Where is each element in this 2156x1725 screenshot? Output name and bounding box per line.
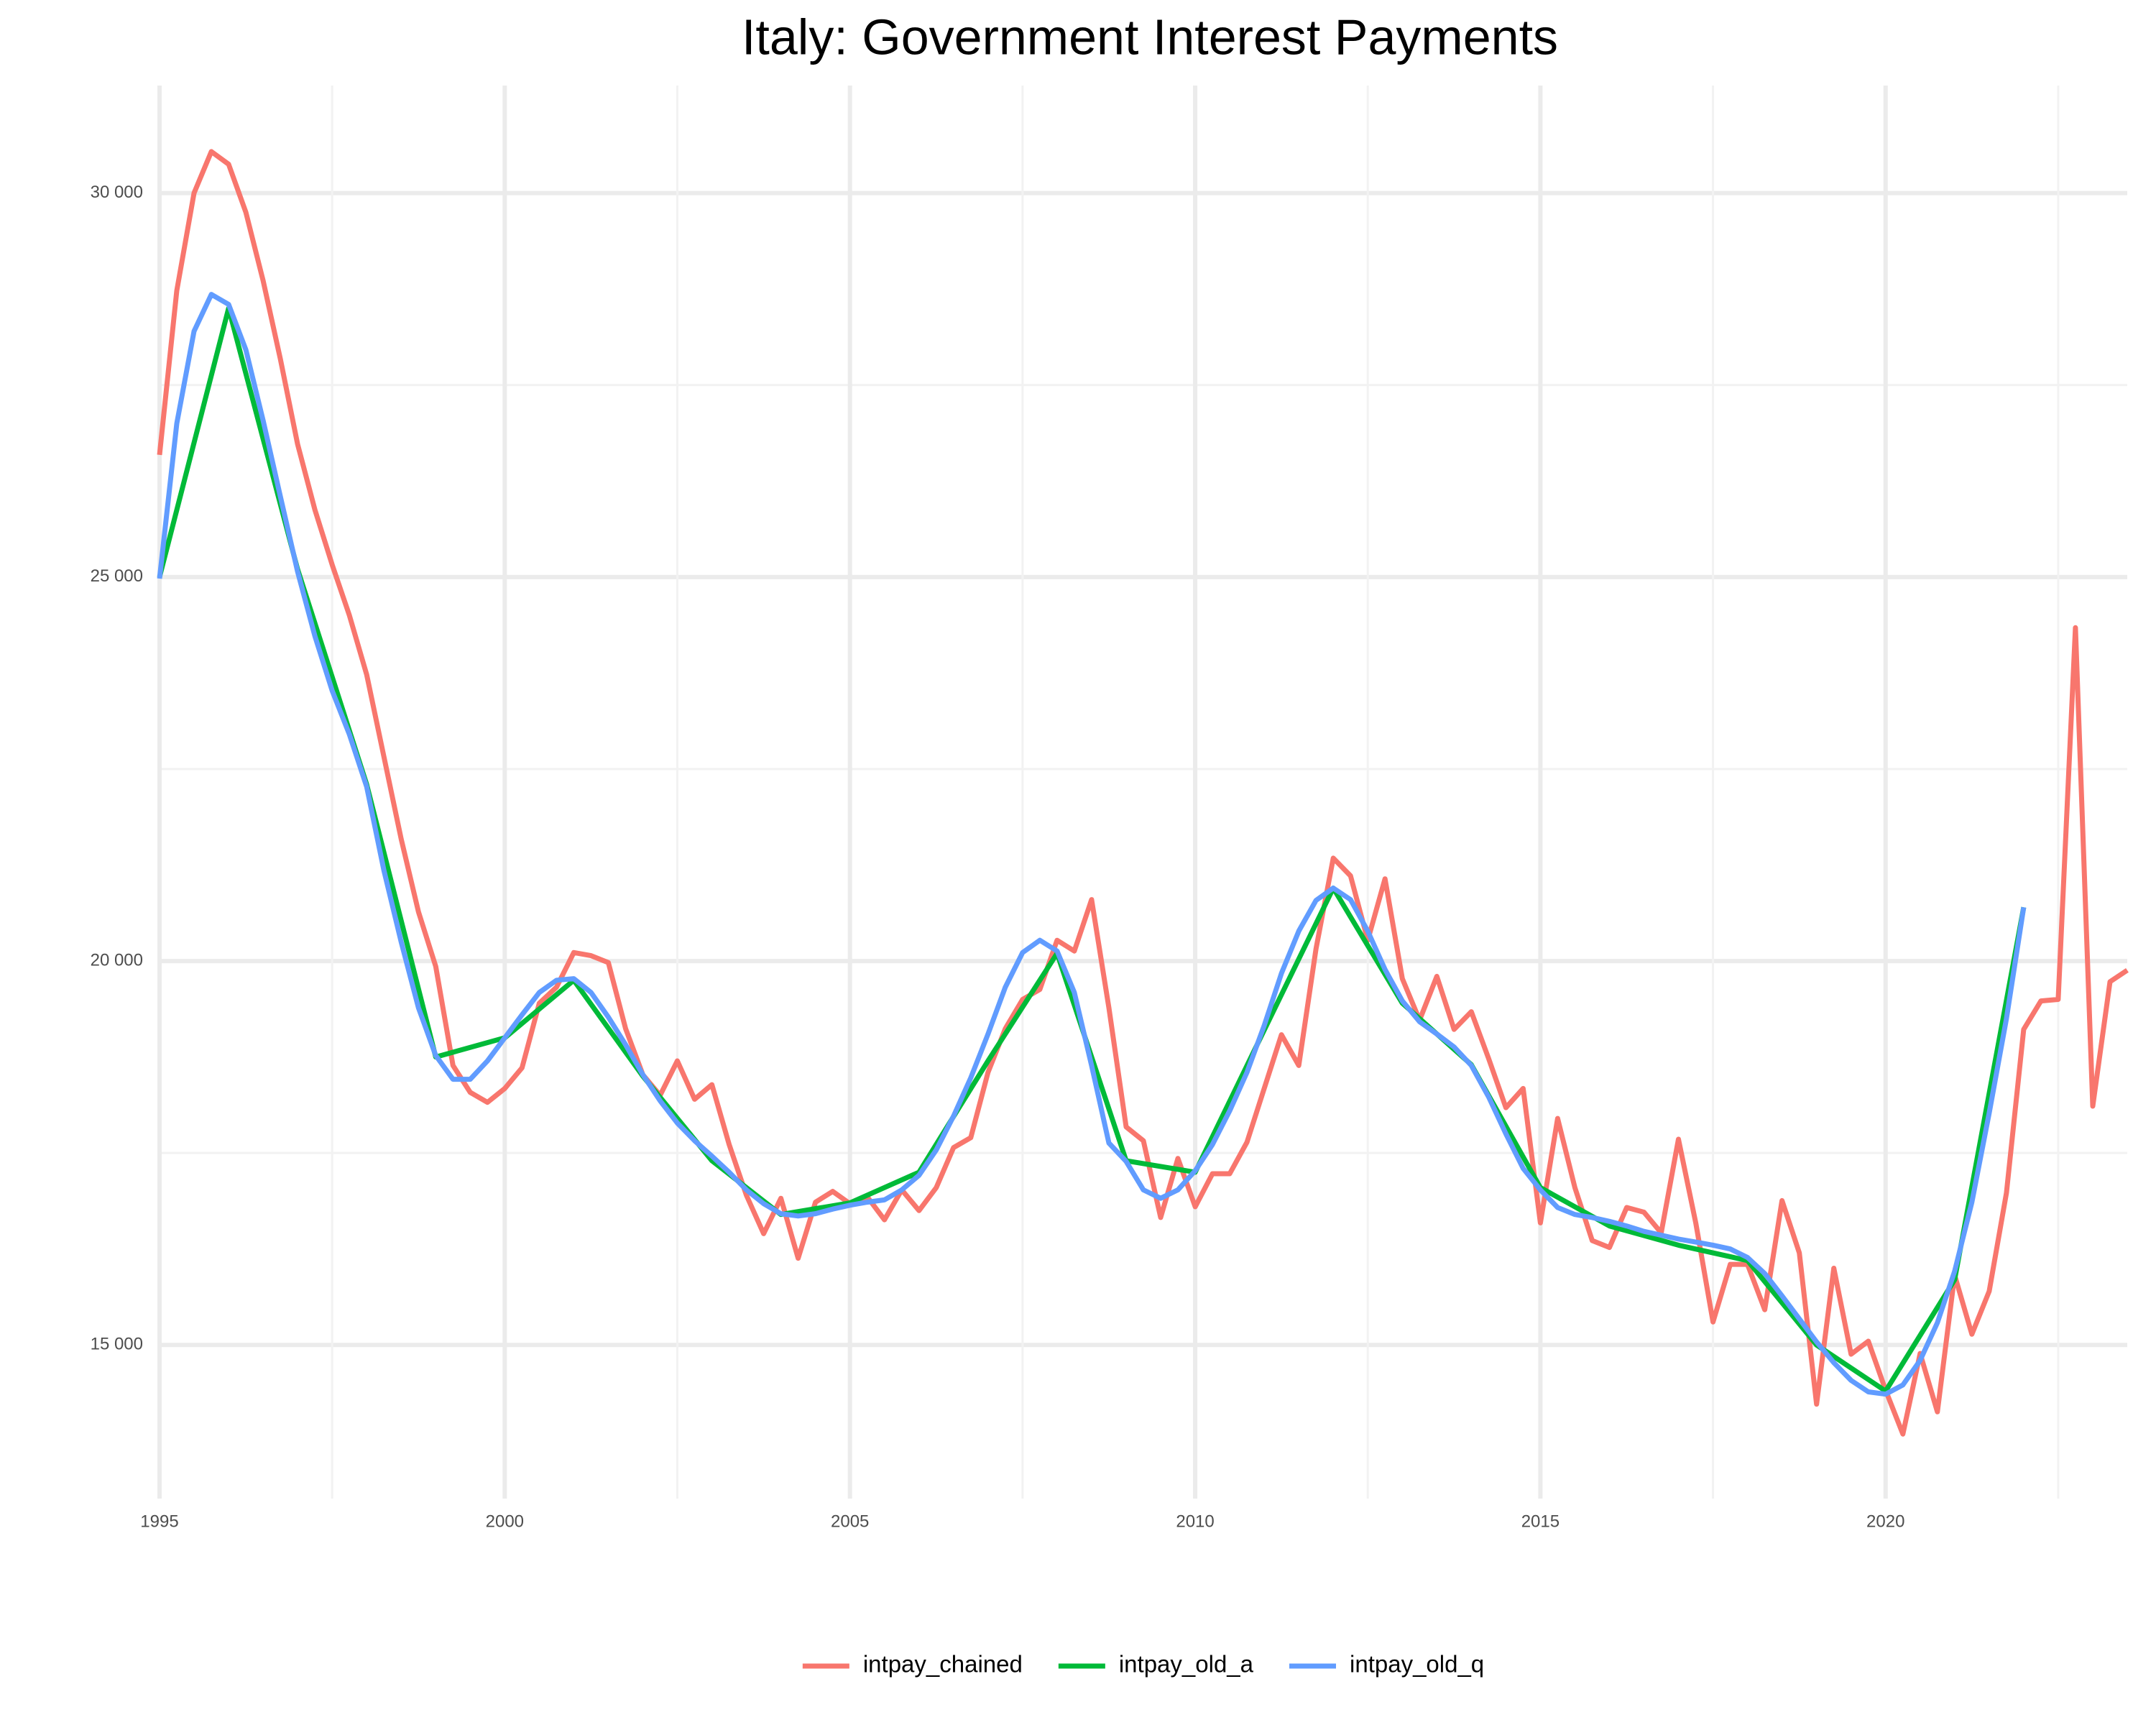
legend-item: intpay_old_q [1289, 1651, 1484, 1678]
x-tick-label: 1995 [140, 1512, 178, 1531]
legend-label: intpay_chained [863, 1651, 1023, 1678]
legend-label: intpay_old_q [1350, 1651, 1484, 1678]
legend-item: intpay_old_a [1058, 1651, 1254, 1678]
x-tick-label: 2005 [831, 1512, 869, 1531]
x-tick-label: 2010 [1176, 1512, 1214, 1531]
chart-title: Italy: Government Interest Payments [742, 9, 1558, 65]
y-tick-label: 15 000 [91, 1335, 143, 1354]
legend-label: intpay_old_a [1119, 1651, 1254, 1678]
series-line [157, 292, 2027, 1397]
legend-item: intpay_chained [802, 1651, 1023, 1678]
x-tick-label: 2015 [1521, 1512, 1560, 1531]
y-tick-label: 25 000 [91, 566, 143, 586]
x-tick-label: 2000 [486, 1512, 524, 1531]
x-tick-label: 2020 [1866, 1512, 1904, 1531]
series-line [157, 149, 2129, 1437]
y-tick-label: 20 000 [91, 950, 143, 970]
series-line [157, 305, 2027, 1394]
y-tick-label: 30 000 [91, 183, 143, 202]
